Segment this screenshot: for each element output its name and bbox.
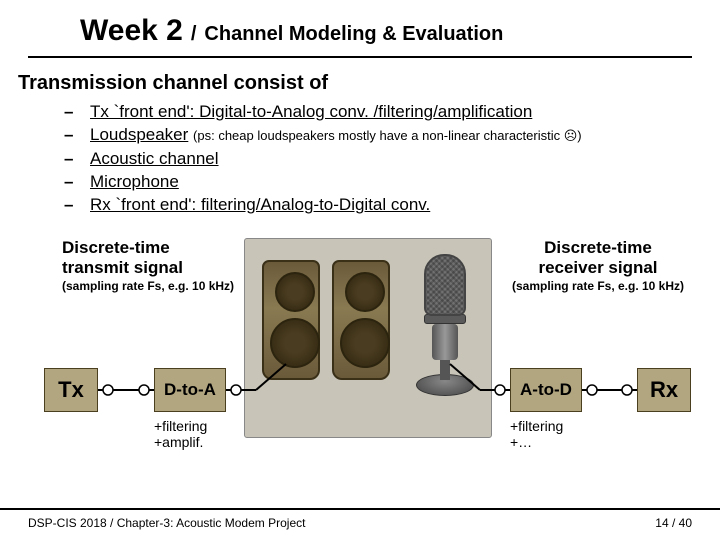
a-to-d-box: A-to-D xyxy=(510,368,582,412)
title-rule xyxy=(28,56,692,58)
title-row: Week 2 / Channel Modeling & Evaluation xyxy=(0,0,720,56)
channel-diagram: Tx D-to-A A-to-D Rx Discrete-time transm… xyxy=(40,234,680,464)
a-to-d-sublabel: +filtering +… xyxy=(510,418,563,450)
d-to-a-sublabel: +filtering +amplif. xyxy=(154,418,207,450)
title-main: Week 2 xyxy=(80,14,183,48)
footer: DSP-CIS 2018 / Chapter-3: Acoustic Modem… xyxy=(0,508,720,540)
section-heading: Transmission channel consist of xyxy=(0,70,720,101)
bullet-list: – Tx `front end': Digital-to-Analog conv… xyxy=(0,101,720,215)
bullet-text: Microphone xyxy=(90,172,179,191)
slide: Week 2 / Channel Modeling & Evaluation T… xyxy=(0,0,720,540)
tx-box: Tx xyxy=(44,368,98,412)
bullet-item: – Loudspeaker (ps: cheap loudspeakers mo… xyxy=(64,124,690,145)
rx-signal-label: Discrete-time receiver signal (sampling … xyxy=(498,238,698,293)
bullet-text: Tx `front end': Digital-to-Analog conv. … xyxy=(90,102,532,121)
bullet-ps: (ps: cheap loudspeakers mostly have a no… xyxy=(193,128,582,143)
bullet-item: – Rx `front end': filtering/Analog-to-Di… xyxy=(64,194,690,215)
rx-box: Rx xyxy=(637,368,691,412)
bullet-item: – Acoustic channel xyxy=(64,148,690,169)
bullet-item: – Tx `front end': Digital-to-Analog conv… xyxy=(64,101,690,122)
tx-signal-label: Discrete-time transmit signal (sampling … xyxy=(40,238,240,293)
bullet-text: Loudspeaker xyxy=(90,125,188,144)
title-separator: / xyxy=(191,23,197,46)
title-sub: Channel Modeling & Evaluation xyxy=(204,23,503,46)
footer-page: 14 / 40 xyxy=(655,516,692,530)
bullet-text: Rx `front end': filtering/Analog-to-Digi… xyxy=(90,195,430,214)
footer-left: DSP-CIS 2018 / Chapter-3: Acoustic Modem… xyxy=(28,516,305,530)
d-to-a-box: D-to-A xyxy=(154,368,226,412)
bullet-item: – Microphone xyxy=(64,171,690,192)
bullet-text: Acoustic channel xyxy=(90,149,219,168)
